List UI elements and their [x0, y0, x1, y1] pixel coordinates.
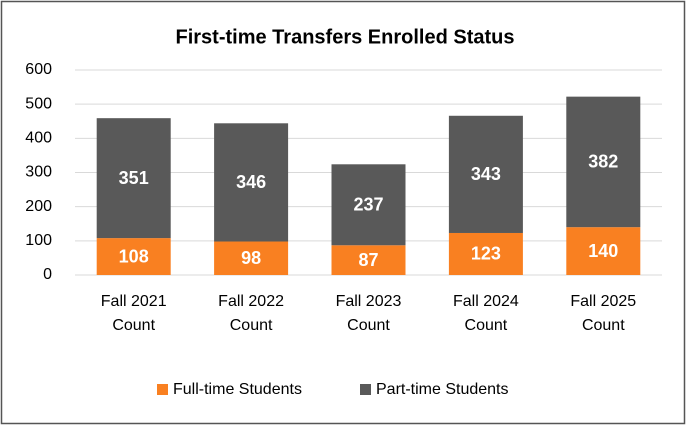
x-tick-label: Fall 2021 Count	[100, 293, 167, 334]
legend-label: Part-time Students	[376, 381, 509, 398]
value-label: 98	[241, 248, 261, 268]
value-label: 237	[353, 195, 383, 215]
chart-title: First-time Transfers Enrolled Status	[176, 26, 515, 48]
x-tick-label: Fall 2022 Count	[218, 293, 284, 334]
y-tick-label: 0	[43, 266, 52, 283]
value-label: 346	[236, 172, 266, 192]
legend-swatch	[360, 384, 371, 395]
value-label: 140	[588, 241, 618, 261]
bar-segment	[448, 115, 523, 233]
value-label: 343	[471, 164, 501, 184]
y-tick-label: 500	[25, 95, 52, 112]
value-label: 351	[119, 168, 149, 188]
y-tick-label: 600	[25, 61, 52, 78]
bar-segment	[96, 118, 171, 239]
y-tick-label: 300	[25, 164, 52, 181]
x-tick-label: Fall 2025 Count	[570, 293, 637, 334]
bar-segment	[96, 238, 171, 275]
y-tick-label: 200	[25, 198, 52, 215]
value-label: 108	[119, 246, 149, 266]
bar-segment	[448, 232, 523, 275]
value-label: 382	[588, 152, 618, 172]
y-tick-label: 100	[25, 232, 52, 249]
value-label: 123	[471, 244, 501, 264]
bar-segment	[331, 245, 406, 275]
legend-swatch	[157, 384, 168, 395]
value-label: 87	[358, 250, 378, 270]
y-tick-label: 400	[25, 130, 52, 147]
bar-segment	[331, 164, 406, 246]
x-tick-label: Fall 2024 Count	[452, 293, 519, 334]
bar-segment	[566, 227, 641, 275]
bar-segment	[214, 123, 289, 242]
bar-segment	[214, 241, 289, 275]
legend-label: Full-time Students	[173, 381, 302, 398]
x-tick-label: Fall 2023 Count	[335, 293, 402, 334]
bar-segment	[566, 96, 641, 228]
